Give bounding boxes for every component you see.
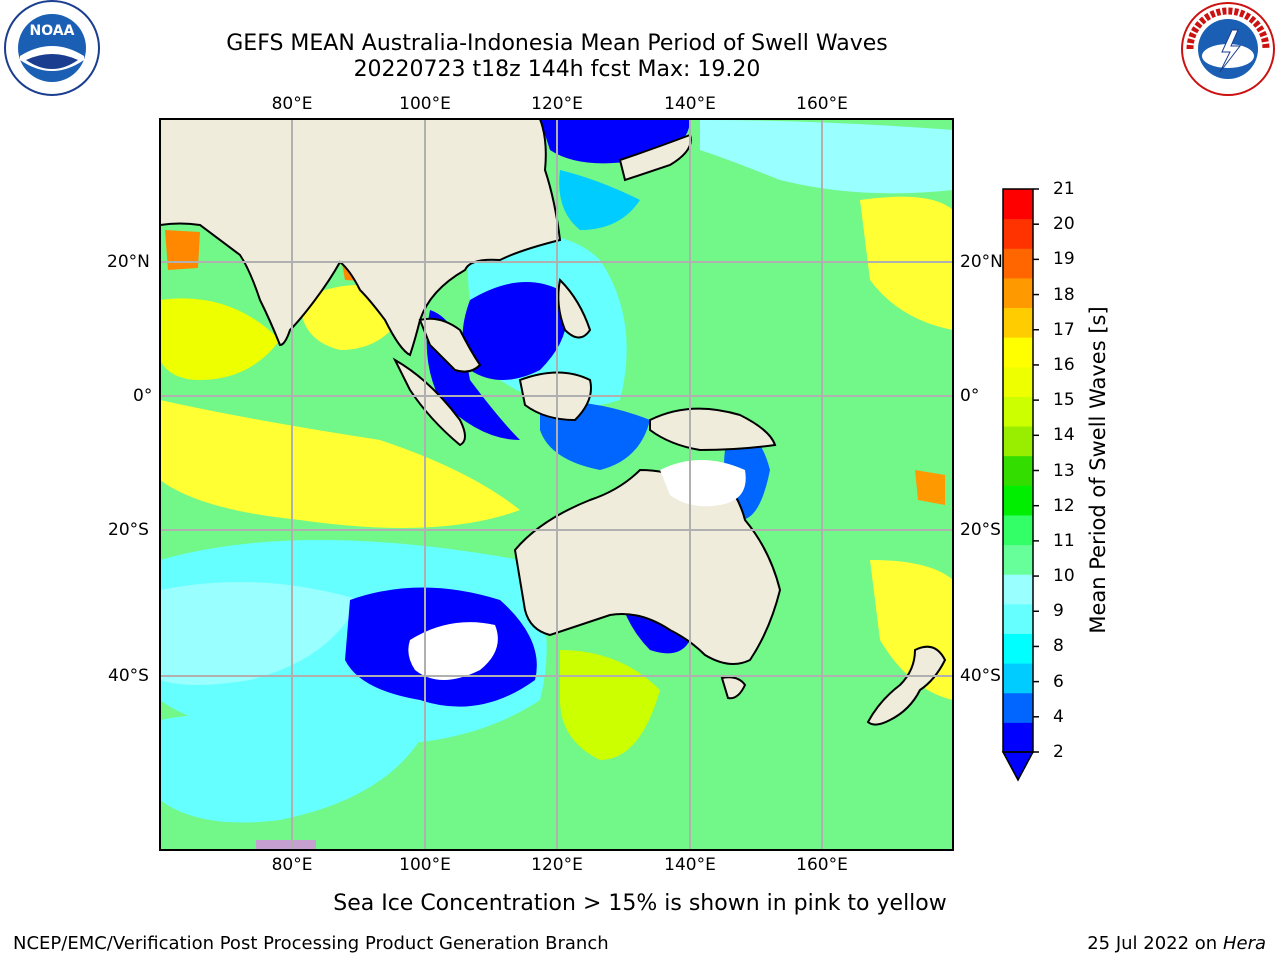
colorbar-segment (1003, 396, 1033, 427)
colorbar-tick-label: 11 (1053, 530, 1075, 551)
lat-label-left: 0° (133, 386, 153, 406)
hotspot-pacific (915, 470, 945, 505)
land-sumatra (392, 357, 466, 447)
colorbar-segment (1003, 485, 1033, 516)
lat-label-right: 20°N (960, 252, 1003, 272)
land-masses (160, 119, 947, 726)
lat-label-left: 40°S (108, 666, 149, 686)
colorbar-segment (1003, 248, 1033, 279)
footer-credit: NCEP/EMC/Verification Post Processing Pr… (13, 933, 609, 954)
colorbar-segment (1003, 426, 1033, 457)
map-title: GEFS MEAN Australia-Indonesia Mean Perio… (226, 31, 888, 56)
footer-host: Hera (1222, 933, 1266, 954)
colorbar-tick-label: 2 (1053, 742, 1064, 762)
footer-date: 25 Jul 2022 on Hera (1087, 933, 1266, 954)
noaa-logo: NOAA (4, 0, 100, 96)
south-china-sea (462, 282, 567, 380)
colorbar-tick-label: 16 (1053, 354, 1075, 375)
colorbar-tick-label: 4 (1053, 706, 1064, 727)
colorbar-tick-label: 20 (1053, 214, 1075, 235)
graticule (160, 119, 953, 850)
lon-label-top: 140°E (664, 94, 716, 114)
colorbar-tick-label: 12 (1053, 495, 1075, 516)
lon-label-top: 100°E (399, 94, 451, 114)
lon-label-top: 160°E (796, 94, 848, 114)
colorbar-tick-label: 15 (1053, 390, 1075, 411)
colorbar-segment (1003, 455, 1033, 486)
colorbar-tick-label: 17 (1053, 319, 1075, 340)
colorbar-tick-label: 14 (1053, 425, 1075, 446)
land-new-guinea (649, 407, 777, 452)
hotspot-arabian (165, 230, 200, 270)
nws-ring-text (1186, 7, 1270, 50)
colorbar-segment (1003, 603, 1033, 634)
lon-label-bottom: 100°E (399, 855, 451, 875)
colorbar-segment (1003, 514, 1033, 546)
land-japan (618, 133, 692, 182)
colorbar-tick-label: 19 (1053, 249, 1075, 270)
land-philippines (557, 277, 592, 339)
sea-ice-note: Sea Ice Concentration > 15% is shown in … (0, 891, 1280, 916)
indian-ocean-yellow (160, 400, 520, 528)
lat-label-right: 20°S (960, 520, 1001, 540)
colorbar-segment (1003, 366, 1033, 397)
colorbar-segment (1003, 722, 1033, 753)
nws-logo (1181, 2, 1275, 96)
colorbar-segment (1003, 218, 1033, 249)
lon-label-bottom: 80°E (271, 855, 313, 875)
colorbar-tick-label: 10 (1053, 566, 1075, 587)
noaa-logo-text: NOAA (30, 23, 75, 39)
lon-label-bottom: 140°E (664, 855, 716, 875)
footer-date-text: 25 Jul 2022 on (1087, 933, 1223, 954)
colorbar-segment (1003, 277, 1033, 309)
colorbar-tick-label: 9 (1053, 601, 1064, 622)
lon-label-top: 120°E (531, 94, 583, 114)
colorbar-tick-label: 13 (1053, 460, 1075, 481)
lat-label-right: 40°S (960, 666, 1001, 686)
colorbar (1001, 188, 1039, 782)
land-india-asia (160, 119, 562, 357)
colorbar-segment (1003, 663, 1033, 694)
colorbar-tick-label: 21 (1053, 179, 1075, 199)
colorbar-segment (1003, 633, 1033, 664)
colorbar-segment (1003, 574, 1033, 605)
colorbar-tick-label: 8 (1053, 636, 1064, 657)
land-southeast-asia (418, 317, 482, 373)
land-new-zealand (866, 645, 947, 726)
colorbar-segment (1003, 307, 1033, 338)
colorbar-tick-label: 18 (1053, 284, 1075, 305)
colorbar-segment (1003, 337, 1033, 368)
lon-label-bottom: 120°E (531, 855, 583, 875)
sea-ice-note-text: Sea Ice Concentration > 15% is shown in … (333, 891, 947, 916)
lat-label-right: 0° (960, 386, 980, 406)
colorbar-label: Mean Period of Swell Waves [s] (1086, 306, 1110, 634)
lat-label-left: 20°N (107, 252, 150, 272)
lon-label-top: 80°E (271, 94, 313, 114)
colorbar-segment (1003, 544, 1033, 575)
land-tasmania (720, 676, 747, 700)
lon-label-bottom: 160°E (796, 855, 848, 875)
land-australia (513, 468, 782, 665)
colorbar-tick-label: 6 (1053, 671, 1064, 692)
colorbar-segment (1003, 189, 1033, 220)
lat-label-left: 20°S (108, 520, 149, 540)
colorbar-segment (1003, 692, 1033, 723)
map-subtitle: 20220723 t18z 144h fcst Max: 19.20 (353, 57, 761, 82)
colorbar-extend-triangle (1001, 751, 1035, 782)
map-frame (159, 118, 954, 851)
